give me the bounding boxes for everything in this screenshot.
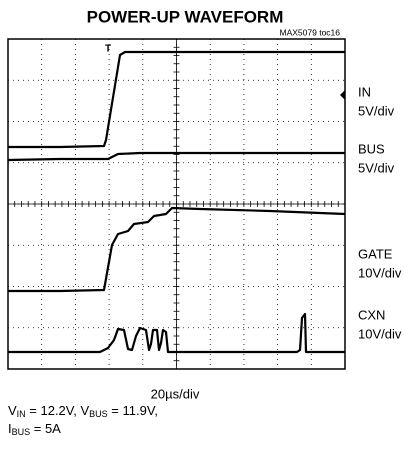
cond-text: V <box>8 403 17 418</box>
channel-labels: IN 5V/div BUS 5V/div GATE 10V/div CXN 10V/div <box>358 84 402 341</box>
channel-scale: 5V/div <box>358 160 395 175</box>
channel-name: BUS <box>358 141 385 156</box>
conditions-line1: VIN = 12.2V, VBUS = 11.9V, <box>8 403 158 419</box>
channel-scale: 5V/div <box>358 103 395 118</box>
cond-text: = 12.2V, V <box>26 403 90 418</box>
timebase: 20µs/div <box>151 386 200 401</box>
cond-text: = 11.9V, <box>108 403 158 418</box>
conditions-line2: IBUS = 5A <box>8 421 61 437</box>
in-trace <box>8 50 345 149</box>
gate-trace <box>8 206 346 293</box>
cond-text: = 5A <box>30 421 61 436</box>
level-marker <box>340 90 345 100</box>
scope-screen <box>7 38 346 370</box>
traces: T <box>7 44 346 354</box>
cond-sub: IN <box>17 409 26 419</box>
cxn-trace <box>8 312 345 354</box>
channel-scale: 10V/div <box>358 326 402 341</box>
title: POWER-UP WAVEFORM <box>87 7 284 26</box>
note: MAX5079 toc16 <box>280 27 341 37</box>
channel-name: IN <box>358 84 371 99</box>
cond-text: I <box>8 421 12 436</box>
channel-name: CXN <box>358 307 385 322</box>
cond-sub: BUS <box>89 409 108 419</box>
bus-trace <box>7 151 345 162</box>
channel-scale: 10V/div <box>358 265 402 280</box>
channel-name: GATE <box>358 246 393 261</box>
trigger-marker: T <box>105 44 111 55</box>
cond-sub: BUS <box>12 427 31 437</box>
